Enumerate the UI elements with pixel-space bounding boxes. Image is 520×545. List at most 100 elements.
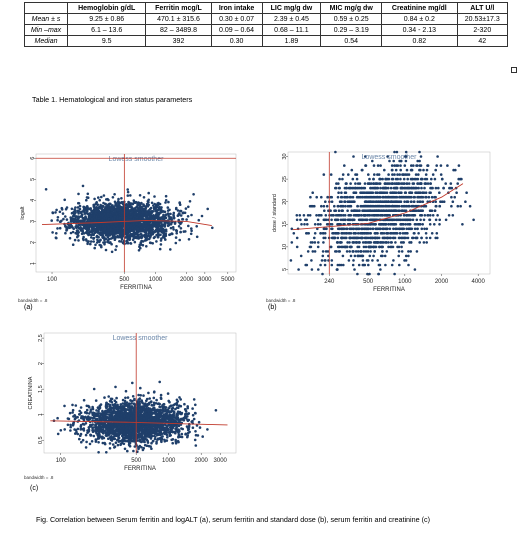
- scatter-point: [391, 182, 394, 185]
- scatter-point: [424, 196, 427, 199]
- scatter-point: [342, 264, 345, 267]
- scatter-point: [309, 196, 312, 199]
- scatter-point: [362, 209, 365, 212]
- scatter-point: [370, 241, 373, 244]
- scatter-point: [138, 203, 141, 206]
- scatter-point: [334, 219, 337, 222]
- scatter-point: [449, 187, 452, 190]
- scatter-point: [51, 211, 54, 214]
- scatter-point: [92, 240, 95, 243]
- scatter-point: [456, 182, 459, 185]
- scatter-point: [359, 191, 362, 194]
- scatter-point: [179, 231, 182, 234]
- scatter-point: [127, 396, 130, 399]
- scatter-point: [138, 249, 141, 252]
- scatter-point: [370, 187, 373, 190]
- scatter-point: [404, 219, 407, 222]
- scatter-point: [398, 264, 401, 267]
- scatter-point: [389, 191, 392, 194]
- scatter-point: [105, 451, 108, 454]
- scatter-point: [147, 226, 150, 229]
- scatter-point: [375, 196, 378, 199]
- scatter-point: [336, 268, 339, 271]
- scatter-point: [352, 196, 355, 199]
- scatter-point: [175, 242, 178, 245]
- scatter-point: [121, 207, 124, 210]
- scatter-point: [384, 182, 387, 185]
- scatter-point: [354, 173, 357, 176]
- scatter-point: [384, 264, 387, 267]
- scatter-point: [356, 237, 359, 240]
- scatter-point: [423, 228, 426, 231]
- scatter-point: [66, 218, 69, 221]
- table-cell: 82 – 3489.8: [146, 25, 211, 36]
- scatter-point: [127, 191, 130, 194]
- scatter-point: [409, 219, 412, 222]
- scatter-point: [108, 217, 111, 220]
- scatter-point: [404, 164, 407, 167]
- table-anchor-handle[interactable]: [511, 67, 517, 73]
- scatter-point: [425, 232, 428, 235]
- scatter-point: [402, 241, 405, 244]
- scatter-point: [106, 213, 109, 216]
- scatter-point: [110, 232, 113, 235]
- scatter-point: [420, 182, 423, 185]
- scatter-point: [403, 178, 406, 181]
- scatter-point: [420, 178, 423, 181]
- scatter-point: [333, 205, 336, 208]
- scatter-point: [88, 228, 91, 231]
- scatter-point: [156, 230, 159, 233]
- scatter-point: [317, 268, 320, 271]
- scatter-point: [168, 223, 171, 226]
- scatter-point: [121, 223, 124, 226]
- scatter-point: [334, 250, 337, 253]
- scatter-point: [413, 196, 416, 199]
- scatter-point: [440, 164, 443, 167]
- scatter-point: [314, 223, 317, 226]
- scatter-point: [168, 234, 171, 237]
- scatter-point: [90, 214, 93, 217]
- scatter-point: [356, 273, 359, 276]
- scatter-point: [337, 182, 340, 185]
- scatter-point: [185, 218, 188, 221]
- scatter-point: [309, 246, 312, 249]
- scatter-point: [372, 228, 375, 231]
- scatter-point: [109, 228, 112, 231]
- table-row: Median 9.5 392 0.30 1.89 0.54 0.82 42: [25, 36, 508, 47]
- scatter-point: [74, 211, 77, 214]
- scatter-point: [438, 191, 441, 194]
- scatter-point: [385, 214, 388, 217]
- scatter-point: [378, 264, 381, 267]
- scatter-point: [419, 219, 422, 222]
- scatter-point: [159, 234, 162, 237]
- scatter-point: [126, 207, 129, 210]
- scatter-point: [141, 236, 144, 239]
- scatter-point: [322, 237, 325, 240]
- table-row: Min –max 6.1 – 13.6 82 – 3489.8 0.09 – 0.64…: [25, 25, 508, 36]
- scatter-point: [79, 226, 82, 229]
- scatter-point: [341, 178, 344, 181]
- scatter-point: [349, 182, 352, 185]
- table-header-cell: Hemoglobin g/dL: [68, 3, 146, 14]
- scatter-point: [441, 178, 444, 181]
- y-tick-label: 10: [282, 244, 288, 250]
- scatter-point: [396, 232, 399, 235]
- scatter-point: [103, 194, 106, 197]
- panel-label-a: (a): [24, 304, 33, 311]
- scatter-point: [296, 246, 299, 249]
- scatter-point: [56, 227, 59, 230]
- scatter-point: [138, 245, 141, 248]
- scatter-point: [379, 182, 382, 185]
- scatter-point: [412, 219, 415, 222]
- scatter-point: [132, 238, 135, 241]
- scatter-point: [131, 227, 134, 230]
- scatter-point: [418, 191, 421, 194]
- scatter-point: [134, 209, 137, 212]
- scatter-point: [429, 214, 432, 217]
- scatter-point: [93, 225, 96, 228]
- scatter-point: [352, 155, 355, 158]
- scatter-point: [393, 223, 396, 226]
- scatter-point: [362, 196, 365, 199]
- scatter-point: [414, 209, 417, 212]
- scatter-point: [126, 212, 129, 215]
